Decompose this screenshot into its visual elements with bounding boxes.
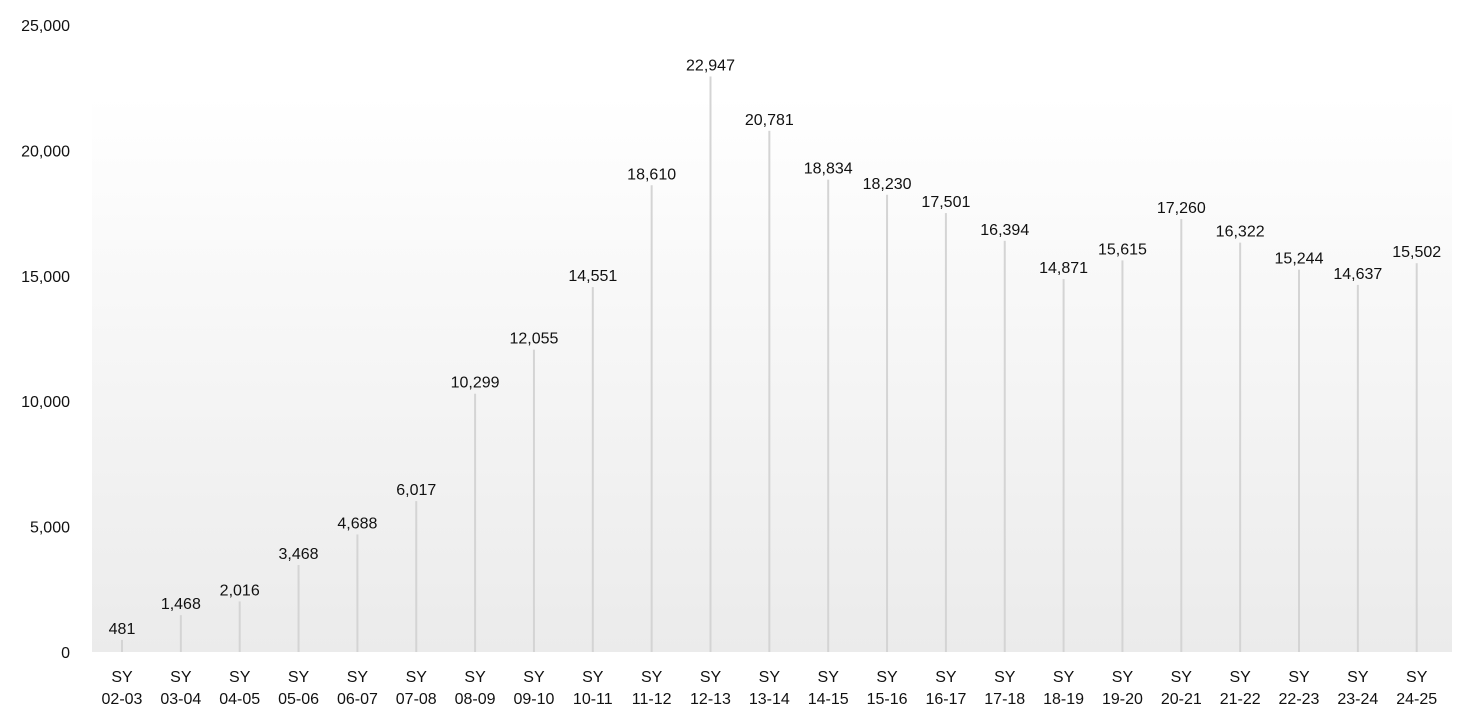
x-tick-label: SY 16-17	[925, 669, 966, 708]
data-label: 22,947	[686, 57, 735, 74]
data-label: 6,017	[396, 482, 436, 499]
y-tick-label: 15,000	[21, 269, 70, 286]
data-label: 15,244	[1275, 251, 1324, 268]
data-label: 18,834	[804, 161, 853, 178]
x-tick-label: SY 04-05	[219, 669, 260, 708]
bar	[474, 393, 477, 652]
data-label: 17,260	[1157, 200, 1206, 217]
data-label: 14,871	[1039, 260, 1088, 277]
x-tick-label: SY 07-08	[396, 669, 437, 708]
x-tick-label: SY 02-03	[102, 669, 143, 708]
x-tick-label: SY 17-18	[984, 669, 1025, 708]
bar	[532, 349, 535, 652]
x-tick-label: SY 21-22	[1220, 669, 1261, 708]
x-tick-label: SY 19-20	[1102, 669, 1143, 708]
bar	[1003, 240, 1006, 652]
data-label: 16,394	[980, 222, 1029, 239]
bar	[1415, 263, 1418, 652]
bar	[297, 565, 300, 652]
x-tick-label: SY 06-07	[337, 669, 378, 708]
bar	[591, 287, 594, 652]
data-label: 17,501	[921, 194, 970, 211]
bar	[356, 534, 359, 652]
bar	[709, 76, 712, 652]
x-axis: SY 02-03 SY 03-04 SY 04-05 SY 05-06 SY 06-07 SY 07-…	[102, 669, 1438, 708]
data-label: 18,610	[627, 166, 676, 183]
x-tick-label: SY 10-11	[573, 669, 613, 708]
bar	[768, 130, 771, 653]
data-label: 20,781	[745, 112, 794, 129]
data-label: 14,551	[568, 268, 617, 285]
bar	[1121, 260, 1124, 652]
x-tick-label: SY 11-12	[632, 669, 672, 708]
bar	[121, 639, 123, 652]
x-tick-label: SY 12-13	[690, 669, 731, 708]
x-tick-label: SY 15-16	[867, 669, 908, 708]
bar	[238, 601, 241, 652]
y-tick-label: 5,000	[30, 520, 70, 537]
y-axis: 0 5,000 10,000 15,000 20,000 25,000	[21, 18, 70, 662]
y-tick-label: 20,000	[21, 143, 70, 160]
x-tick-label: SY 18-19	[1043, 669, 1084, 708]
bar	[886, 194, 889, 652]
y-tick-label: 0	[61, 645, 70, 662]
bar	[415, 501, 418, 652]
data-label: 15,502	[1392, 244, 1441, 261]
data-label: 1,468	[161, 596, 201, 613]
data-label: 18,230	[863, 176, 912, 193]
data-label: 12,055	[509, 331, 558, 348]
data-label: 3,468	[279, 546, 319, 563]
bar	[1062, 279, 1065, 652]
data-label: 4,688	[337, 515, 377, 532]
data-label: 10,299	[451, 375, 500, 392]
bar	[1356, 284, 1359, 652]
y-tick-label: 25,000	[21, 18, 70, 35]
x-tick-label: SY 13-14	[749, 669, 790, 708]
x-tick-label: SY 09-10	[513, 669, 554, 708]
x-tick-label: SY 20-21	[1161, 669, 1202, 708]
bar	[1298, 269, 1300, 652]
x-tick-label: SY 24-25	[1396, 669, 1437, 708]
x-tick-label: SY 05-06	[278, 669, 319, 708]
bar	[944, 213, 947, 652]
x-tick-label: SY 03-04	[160, 669, 201, 708]
data-label: 2,016	[220, 582, 260, 599]
x-tick-label: SY 08-09	[455, 669, 496, 708]
x-tick-label: SY 14-15	[808, 669, 849, 708]
y-tick-label: 10,000	[21, 394, 70, 411]
plot-background	[92, 95, 1452, 652]
bar	[1180, 219, 1183, 652]
data-label: 481	[109, 621, 136, 638]
x-tick-label: SY 22-23	[1279, 669, 1320, 708]
bar	[179, 615, 182, 652]
bar	[827, 179, 830, 652]
bars	[121, 76, 1418, 653]
data-label: 14,637	[1333, 266, 1382, 283]
bar	[650, 185, 653, 652]
value-labels: 481 1,468 2,016 3,468 4,688 6,017 10,299 12,055…	[109, 57, 1442, 637]
x-tick-label: SY 23-24	[1337, 669, 1378, 708]
bar	[1239, 242, 1242, 653]
data-label: 15,615	[1098, 241, 1147, 258]
data-label: 16,322	[1216, 224, 1265, 241]
